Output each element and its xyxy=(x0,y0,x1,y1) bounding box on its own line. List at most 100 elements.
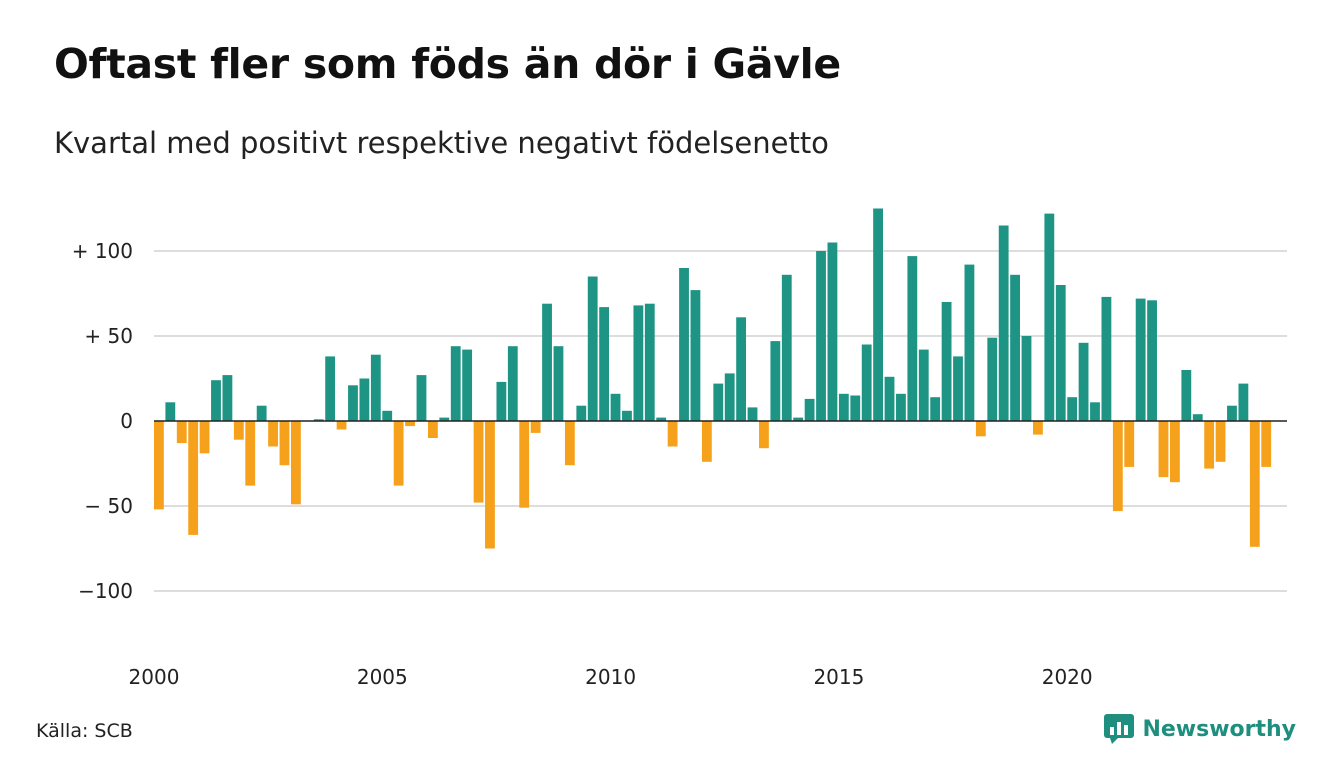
bar-negative xyxy=(279,421,290,466)
bar-positive xyxy=(987,337,998,421)
bar-positive xyxy=(576,405,587,421)
bar-positive xyxy=(553,346,564,421)
bar-positive xyxy=(325,356,336,421)
bar-positive xyxy=(884,376,895,421)
bar-positive xyxy=(679,268,689,421)
bar-negative xyxy=(199,421,210,454)
bar-negative xyxy=(1215,421,1226,462)
bar-negative xyxy=(1033,421,1043,435)
x-tick-label: 2005 xyxy=(357,665,408,689)
bar-positive xyxy=(736,317,747,421)
bar-positive xyxy=(1147,300,1157,421)
bar-positive xyxy=(804,398,815,421)
brand-logo: Newsworthy xyxy=(1104,714,1296,744)
bar-negative xyxy=(1261,421,1272,467)
bar-positive xyxy=(416,375,427,421)
bar-negative xyxy=(759,421,769,449)
brand-name: Newsworthy xyxy=(1142,716,1296,742)
bar-positive xyxy=(781,274,792,421)
bar-positive xyxy=(1135,298,1146,421)
y-axis-ticks: + 100 + 50 0 − 50 −100 xyxy=(72,239,133,603)
bar-positive xyxy=(1090,402,1100,421)
bar-chart-logo-icon xyxy=(1104,714,1135,744)
bars xyxy=(154,208,1272,549)
bar-negative xyxy=(1169,421,1180,483)
bar-positive xyxy=(827,242,838,421)
y-tick-label: 0 xyxy=(120,409,133,433)
bar-positive xyxy=(816,251,826,421)
bar-chart: + 100 + 50 0 − 50 −100 2000 2005 2010 2015 2020 xyxy=(72,208,1287,689)
bar-negative xyxy=(519,421,530,508)
bar-negative xyxy=(530,421,541,433)
bar-positive xyxy=(587,276,598,421)
bar-negative xyxy=(1112,421,1123,512)
bar-negative xyxy=(245,421,256,486)
bar-positive xyxy=(724,373,735,421)
bar-positive xyxy=(1101,296,1112,421)
bar-positive xyxy=(462,349,473,421)
bar-positive xyxy=(850,395,861,421)
bar-positive xyxy=(896,393,906,421)
bar-positive xyxy=(222,375,233,421)
bar-positive xyxy=(359,378,370,421)
x-tick-label: 2015 xyxy=(813,665,864,689)
bar-positive xyxy=(1078,342,1089,421)
bar-positive xyxy=(1227,405,1237,421)
y-tick-label: + 100 xyxy=(72,239,133,263)
bar-positive xyxy=(838,393,849,421)
x-tick-label: 2010 xyxy=(585,665,636,689)
bar-negative xyxy=(268,421,278,447)
bar-positive xyxy=(348,385,358,421)
bar-positive xyxy=(1181,370,1192,421)
bar-positive xyxy=(450,346,461,421)
bar-positive xyxy=(644,303,655,421)
bar-positive xyxy=(1055,285,1066,421)
y-tick-label: + 50 xyxy=(84,324,133,348)
bar-negative xyxy=(975,421,986,437)
bar-positive xyxy=(964,264,975,421)
bar-positive xyxy=(313,419,324,421)
bar-positive xyxy=(542,303,552,421)
bar-negative xyxy=(176,421,187,444)
bar-positive xyxy=(953,356,963,421)
bar-positive xyxy=(599,307,610,421)
bar-negative xyxy=(1124,421,1135,467)
x-tick-label: 2000 xyxy=(129,665,180,689)
bar-positive xyxy=(873,208,883,421)
bar-negative xyxy=(154,421,164,510)
bar-negative xyxy=(233,421,244,440)
bar-positive xyxy=(1044,213,1055,421)
bar-positive xyxy=(1238,383,1249,421)
bar-positive xyxy=(793,417,804,421)
bar-negative xyxy=(1249,421,1260,547)
bar-positive xyxy=(610,393,621,421)
bar-positive xyxy=(382,410,393,421)
bar-negative xyxy=(336,421,347,430)
bar-positive xyxy=(370,354,381,421)
bar-positive xyxy=(165,402,176,421)
bar-positive xyxy=(918,349,929,421)
bar-positive xyxy=(1067,397,1078,421)
bar-negative xyxy=(393,421,404,486)
bar-positive xyxy=(747,407,758,421)
bar-negative xyxy=(701,421,712,462)
bar-negative xyxy=(667,421,678,447)
chart-title: Oftast fler som föds än dör i Gävle xyxy=(54,40,841,88)
bar-positive xyxy=(622,410,632,421)
bar-negative xyxy=(405,421,415,427)
bar-positive xyxy=(656,417,667,421)
y-tick-label: − 50 xyxy=(84,494,133,518)
bar-positive xyxy=(211,380,221,421)
bar-negative xyxy=(1158,421,1169,478)
x-axis-ticks: 2000 2005 2010 2015 2020 xyxy=(129,665,1093,689)
bar-positive xyxy=(861,344,872,421)
bar-negative xyxy=(473,421,484,503)
bar-negative xyxy=(290,421,301,505)
bar-positive xyxy=(930,397,941,421)
bar-positive xyxy=(256,405,267,421)
bar-positive xyxy=(941,302,952,421)
bar-positive xyxy=(998,225,1009,421)
bar-negative xyxy=(485,421,495,549)
bar-positive xyxy=(770,341,781,421)
bar-negative xyxy=(427,421,438,438)
